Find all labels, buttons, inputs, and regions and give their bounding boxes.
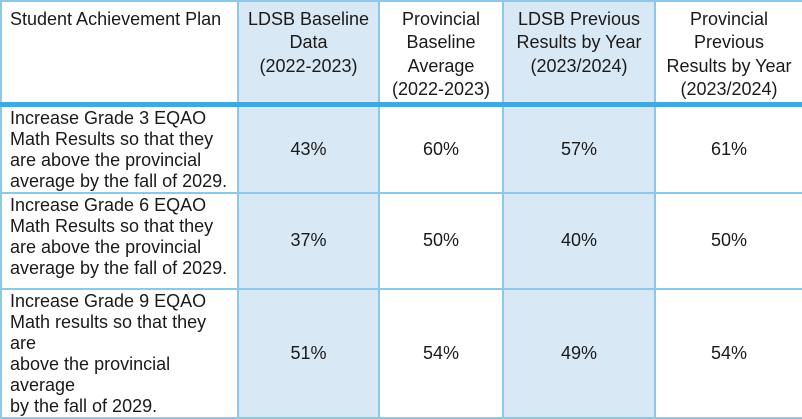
table-row-grade-6: Increase Grade 6 EQAO Math Results so th…: [0, 191, 802, 290]
table-row-grade-3: Increase Grade 3 EQAO Math Results so th…: [0, 103, 802, 194]
value-grade-9-provincial-previous: 54%: [654, 287, 802, 419]
column-header-provincial-previous-results: Provincial Previous Results by Year (202…: [654, 0, 802, 107]
value-grade-6-provincial-baseline: 50%: [378, 191, 504, 290]
table-row-grade-9: Increase Grade 9 EQAO Math results so th…: [0, 287, 802, 419]
table-header-row: Student Achievement Plan LDSB Baseline D…: [0, 0, 802, 107]
value-grade-3-provincial-previous: 61%: [654, 103, 802, 194]
value-grade-3-provincial-baseline: 60%: [378, 103, 504, 194]
column-header-student-achievement-plan: Student Achievement Plan: [0, 0, 239, 107]
plan-text-grade-9: Increase Grade 9 EQAO Math results so th…: [0, 287, 239, 419]
value-grade-9-ldsb-previous: 49%: [502, 287, 656, 419]
column-header-ldsb-previous-results: LDSB Previous Results by Year (2023/2024…: [502, 0, 656, 107]
plan-text-grade-3: Increase Grade 3 EQAO Math Results so th…: [0, 103, 239, 194]
column-header-provincial-baseline-average: Provincial Baseline Average (2022-2023): [378, 0, 504, 107]
value-grade-3-ldsb-baseline: 43%: [237, 103, 380, 194]
column-header-ldsb-baseline-data: LDSB Baseline Data (2022-2023): [237, 0, 380, 107]
value-grade-6-ldsb-previous: 40%: [502, 191, 656, 290]
value-grade-3-ldsb-previous: 57%: [502, 103, 656, 194]
plan-text-grade-6: Increase Grade 6 EQAO Math Results so th…: [0, 191, 239, 290]
value-grade-9-ldsb-baseline: 51%: [237, 287, 380, 419]
value-grade-6-provincial-previous: 50%: [654, 191, 802, 290]
value-grade-6-ldsb-baseline: 37%: [237, 191, 380, 290]
value-grade-9-provincial-baseline: 54%: [378, 287, 504, 419]
